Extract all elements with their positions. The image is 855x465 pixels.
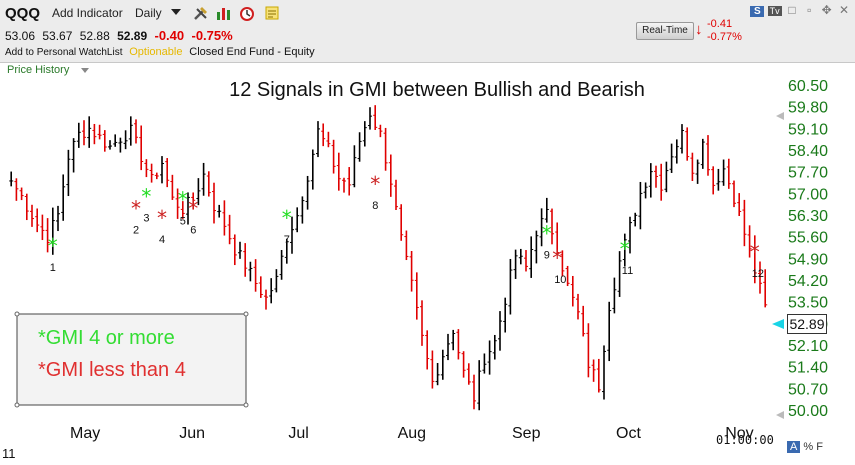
tv-icon[interactable]: Tv: [767, 6, 782, 16]
y-tick-label: 57.00: [788, 186, 828, 203]
quote-last: 52.89: [117, 29, 148, 43]
realtime-button[interactable]: Real-Time: [636, 22, 694, 40]
close-icon[interactable]: ✕: [838, 3, 850, 17]
add-to-watchlist-link[interactable]: Add to Personal WatchList: [5, 47, 123, 58]
alarm-clock-icon[interactable]: [238, 4, 256, 22]
gmi-signal-label: 10: [554, 274, 566, 286]
y-tick-label: 59.80: [788, 100, 828, 117]
footer-left-label: 11: [2, 446, 16, 461]
gmi-signal-marker: *: [370, 172, 380, 196]
gmi-signal-label: 4: [159, 234, 165, 246]
x-month-label: Jul: [288, 425, 308, 442]
x-month-label: Jun: [179, 425, 205, 442]
quote-change-pct: -0.75%: [191, 28, 233, 43]
gmi-signal-label: 11: [622, 265, 633, 277]
quote-low: 52.88: [79, 29, 110, 43]
restore-icon[interactable]: ▫: [807, 3, 812, 17]
y-tick-label: 54.20: [788, 273, 828, 290]
price-history-label[interactable]: Price History: [7, 64, 70, 76]
down-arrow-icon: ↓: [695, 21, 703, 38]
quote-header: QQQ Add Indicator Daily 53.06 53.67 52.8…: [0, 0, 855, 63]
note-icon[interactable]: [263, 4, 281, 22]
bar-chart-icon[interactable]: [215, 4, 233, 22]
chevron-down-icon[interactable]: [81, 68, 89, 73]
interval-select[interactable]: Daily: [135, 6, 162, 20]
gmi-signal-marker: *: [552, 246, 562, 270]
legend-handle-icon: [243, 311, 249, 317]
y-tick-label: 54.90: [788, 251, 828, 268]
meta-row: Add to Personal WatchList Optionable Clo…: [5, 46, 315, 58]
y-tick-label: 60.50: [788, 78, 828, 95]
x-month-label: Sep: [512, 425, 541, 442]
legend-entry: *GMI 4 or more: [38, 327, 175, 349]
gmi-signal-label: 8: [372, 200, 378, 212]
optionable-badge: Optionable: [129, 46, 183, 58]
fund-type-label: Closed End Fund - Equity: [189, 46, 315, 58]
tools-icon[interactable]: [192, 4, 210, 22]
gmi-signal-label: 6: [190, 225, 196, 237]
gmi-signal-marker: *: [131, 197, 141, 221]
y-tick-label: 55.60: [788, 230, 828, 247]
y-tick-label: 50.70: [788, 381, 828, 398]
current-price-marker-icon: [772, 319, 784, 329]
quote-values: 53.06 53.67 52.88 52.89 -0.40 -0.75%: [5, 28, 237, 43]
gmi-signal-marker: *: [157, 206, 167, 230]
symbol-label[interactable]: QQQ: [5, 5, 41, 22]
footer-flag-a[interactable]: A: [787, 441, 801, 453]
gmi-signal-marker: *: [542, 221, 552, 245]
add-indicator-button[interactable]: Add Indicator: [52, 6, 123, 20]
y-tick-label: 56.30: [788, 208, 828, 225]
current-price-tag: 52.89: [787, 314, 827, 334]
gmi-signal-label: 12: [752, 268, 764, 280]
gmi-signal-marker: *: [141, 184, 151, 208]
gmi-signal-marker: *: [620, 237, 630, 261]
chevron-down-icon[interactable]: [171, 9, 181, 15]
legend-box: [16, 313, 247, 406]
chart-title: 12 Signals in GMI between Bullish and Be…: [229, 79, 645, 101]
quote-prev-close: 53.06: [5, 29, 36, 43]
y-tick-label: 50.00: [788, 403, 828, 420]
realtime-change-value: -0.41: [707, 18, 733, 30]
scroll-down-icon: [776, 411, 784, 419]
x-month-label: May: [70, 425, 100, 442]
realtime-change: -0.41 -0.77%: [707, 18, 742, 44]
x-month-label: Aug: [398, 425, 426, 442]
gmi-signal-label: 5: [180, 215, 186, 227]
y-tick-label: 52.10: [788, 338, 828, 355]
quote-change: -0.40: [154, 28, 185, 43]
footer-flag-percent[interactable]: %: [803, 441, 814, 453]
x-month-label: Nov: [725, 425, 753, 442]
y-tick-label: 58.40: [788, 143, 828, 160]
footer-flag-f[interactable]: F: [816, 441, 823, 453]
y-tick-label: 59.10: [788, 121, 828, 138]
legend-handle-icon: [243, 402, 249, 408]
gmi-signal-label: 1: [50, 262, 56, 274]
gmi-signal-marker: *: [188, 197, 198, 221]
gmi-signal-marker: *: [282, 206, 292, 230]
gmi-signal-label: 3: [143, 212, 149, 224]
footer-flags: A % F: [787, 441, 823, 453]
y-tick-label: 51.40: [788, 360, 828, 377]
legend-handle-icon: [14, 402, 20, 408]
y-tick-label: 57.70: [788, 165, 828, 182]
scroll-up-icon: [776, 112, 784, 120]
footer-time: 01:00:00: [716, 433, 774, 447]
move-icon[interactable]: ✥: [821, 3, 832, 17]
gmi-signal-label: 7: [284, 234, 290, 246]
gmi-signal-label: 9: [544, 249, 550, 261]
legend-entry: *GMI less than 4: [38, 359, 186, 381]
gmi-signal-marker: *: [750, 240, 760, 264]
window-controls: S Tv □ ▫ ✥ ✕: [750, 3, 851, 17]
realtime-change-pct: -0.77%: [707, 31, 742, 43]
gmi-signal-marker: *: [178, 187, 188, 211]
gmi-signal-marker: *: [48, 234, 58, 258]
minimize-icon[interactable]: □: [788, 3, 796, 17]
gmi-signal-label: 2: [133, 225, 139, 237]
legend-handle-icon: [14, 311, 20, 317]
y-tick-label: 53.50: [788, 295, 828, 312]
x-month-label: Oct: [616, 425, 641, 442]
quote-high: 53.67: [42, 29, 73, 43]
s-badge-icon[interactable]: S: [750, 6, 765, 17]
